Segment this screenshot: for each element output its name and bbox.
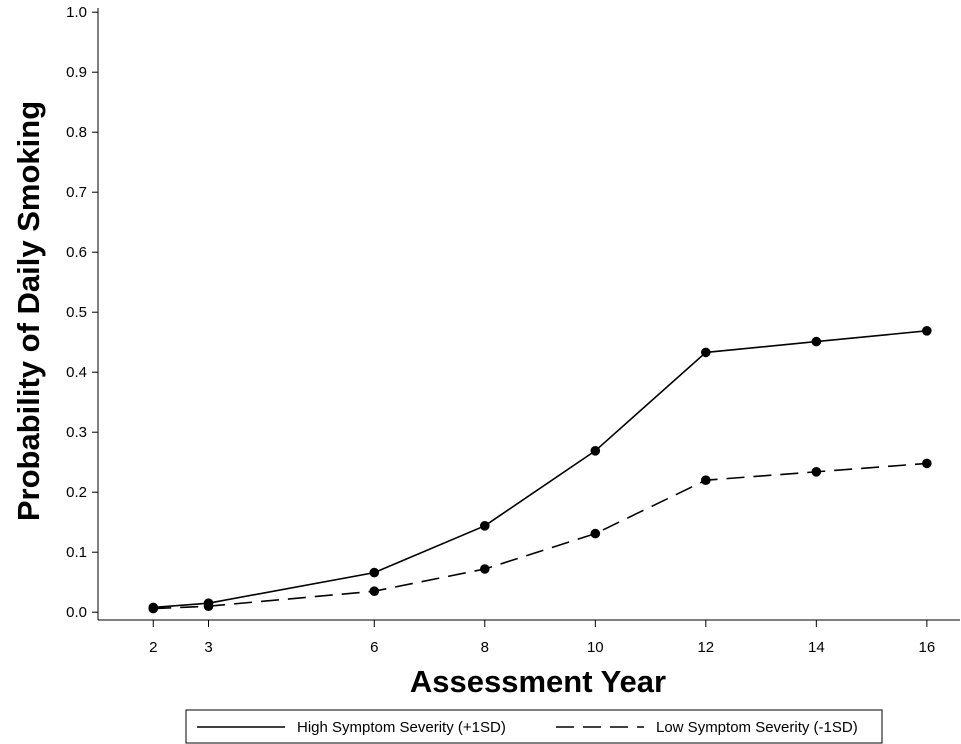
y-tick-label: 0.2 bbox=[66, 484, 87, 501]
data-point-high-symptom bbox=[369, 567, 380, 578]
x-tick-label: 10 bbox=[587, 639, 604, 656]
legend: High Symptom Severity (+1SD) Low Symptom… bbox=[185, 709, 883, 744]
legend-label-low: Low Symptom Severity (-1SD) bbox=[656, 719, 858, 736]
legend-box bbox=[185, 709, 883, 744]
y-axis-ticks: 0.0 0.1 0.2 0.3 0.4 0.5 0.6 0.7 0.8 0.9 1.0 bbox=[66, 4, 98, 621]
legend-label-high: High Symptom Severity (+1SD) bbox=[297, 719, 506, 736]
data-point-low-symptom bbox=[922, 458, 932, 469]
y-tick-label: 0.7 bbox=[66, 184, 87, 201]
series-layer bbox=[148, 326, 932, 614]
y-tick-label: 0.5 bbox=[66, 304, 87, 321]
x-tick-label: 3 bbox=[204, 639, 212, 656]
y-tick-label: 0.4 bbox=[66, 364, 87, 381]
data-point-high-symptom bbox=[811, 336, 822, 347]
data-point-low-symptom bbox=[203, 601, 214, 611]
y-axis-title: Probability of Daily Smoking bbox=[11, 101, 46, 521]
data-point-high-symptom bbox=[922, 326, 932, 336]
data-point-high-symptom bbox=[590, 446, 601, 456]
data-point-high-symptom bbox=[479, 521, 490, 531]
series-line-high-symptom bbox=[153, 330, 927, 609]
x-tick-label: 16 bbox=[919, 639, 936, 656]
x-tick-label: 2 bbox=[149, 639, 157, 656]
x-tick-label: 6 bbox=[370, 639, 378, 656]
data-point-low-symptom bbox=[701, 475, 711, 486]
y-tick-label: 0.9 bbox=[66, 64, 87, 81]
data-point-low-symptom bbox=[369, 586, 380, 596]
x-tick-label: 8 bbox=[481, 639, 489, 656]
y-tick-label: 0.1 bbox=[66, 544, 87, 561]
series-line-low-symptom bbox=[153, 462, 927, 610]
x-tick-label: 12 bbox=[697, 639, 714, 656]
y-tick-label: 0.3 bbox=[66, 424, 87, 441]
y-tick-label: 0.6 bbox=[66, 244, 87, 261]
x-axis-ticks: 2 3 6 8 10 12 14 16 bbox=[149, 620, 935, 656]
x-axis-title: Assessment Year bbox=[410, 664, 666, 699]
y-tick-label: 1.0 bbox=[66, 4, 87, 21]
data-point-low-symptom bbox=[590, 528, 601, 539]
x-tick-label: 14 bbox=[808, 639, 825, 656]
data-point-low-symptom bbox=[479, 564, 490, 574]
data-point-low-symptom bbox=[148, 603, 159, 614]
y-tick-label: 0.0 bbox=[66, 604, 87, 621]
data-point-low-symptom bbox=[811, 467, 822, 477]
y-tick-label: 0.8 bbox=[66, 124, 87, 141]
data-point-high-symptom bbox=[701, 347, 711, 358]
